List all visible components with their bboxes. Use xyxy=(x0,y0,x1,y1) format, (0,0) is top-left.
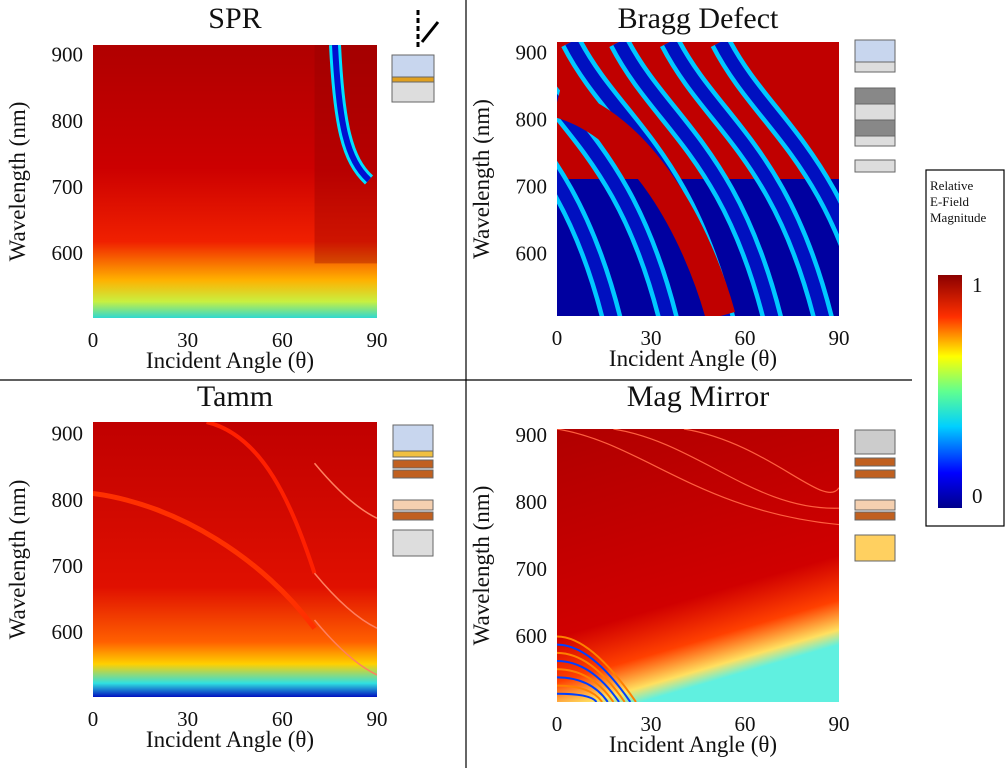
chart-title: SPR xyxy=(208,2,261,35)
heatmap-band xyxy=(557,93,674,316)
y-tick-label: 800 xyxy=(52,109,84,133)
heatmap-line xyxy=(313,572,377,629)
x-tick-label: 60 xyxy=(272,707,293,731)
y-tick-label: 700 xyxy=(52,554,84,578)
heatmap-image xyxy=(93,422,377,697)
y-tick-label: 700 xyxy=(516,557,548,581)
x-tick-label: 90 xyxy=(829,712,850,736)
colorbar-tick-label: 0 xyxy=(972,484,983,508)
y-tick-label: 800 xyxy=(516,490,548,514)
x-tick-label: 30 xyxy=(641,326,662,350)
heatmap-line xyxy=(557,684,603,702)
y-tick-label: 900 xyxy=(516,41,548,65)
y-tick-label: 900 xyxy=(52,43,84,67)
x-tick-label: 0 xyxy=(552,712,563,736)
heatmap-line xyxy=(557,643,632,702)
x-tick-label: 30 xyxy=(177,328,198,352)
heatmap-line xyxy=(313,619,377,676)
heatmap-line xyxy=(557,692,598,702)
y-tick-label: 900 xyxy=(516,423,548,447)
x-tick-label: 90 xyxy=(367,707,388,731)
heatmap-line xyxy=(683,429,839,494)
heatmap-line xyxy=(557,660,620,702)
y-axis-label: Wavelength (nm) xyxy=(5,480,30,640)
colorbar-title: Magnitude xyxy=(930,210,987,225)
heatmap-band xyxy=(332,45,372,183)
x-axis-label: Incident Angle (θ) xyxy=(609,732,777,757)
y-axis-label: Wavelength (nm) xyxy=(469,99,494,259)
heatmap xyxy=(557,42,839,316)
x-tick-label: 60 xyxy=(735,326,756,350)
x-tick-label: 0 xyxy=(88,707,99,731)
x-tick-label: 30 xyxy=(177,707,198,731)
x-tick-label: 0 xyxy=(552,326,563,350)
y-tick-label: 800 xyxy=(516,108,548,132)
x-tick-label: 0 xyxy=(88,328,99,352)
chart-title: Mag Mirror xyxy=(627,380,769,413)
y-tick-label: 600 xyxy=(516,624,548,648)
y-tick-label: 600 xyxy=(52,620,84,644)
heatmap-band xyxy=(664,42,830,316)
y-axis-label: Wavelength (nm) xyxy=(469,486,494,646)
y-tick-label: 700 xyxy=(516,175,548,199)
x-axis-label: Incident Angle (θ) xyxy=(146,727,314,752)
y-tick-label: 800 xyxy=(52,488,84,512)
heatmap-band xyxy=(206,422,317,574)
heatmap-line xyxy=(557,635,637,702)
colorbar-title: E-Field xyxy=(930,194,969,209)
heatmap-band xyxy=(93,491,317,630)
heatmap-band xyxy=(557,169,618,316)
heatmap-line xyxy=(613,429,839,509)
y-axis-label: Wavelength (nm) xyxy=(5,102,30,262)
chart-title: Tamm xyxy=(197,380,273,413)
heatmap-line xyxy=(313,462,377,519)
heatmap-image xyxy=(557,429,839,702)
x-tick-label: 90 xyxy=(829,326,850,350)
y-tick-label: 600 xyxy=(516,242,548,266)
colorbar-tick-label: 1 xyxy=(972,273,983,297)
x-tick-label: 60 xyxy=(735,712,756,736)
heatmap-line xyxy=(557,668,615,702)
heatmap-band xyxy=(613,42,779,316)
heatmap xyxy=(93,422,377,697)
heatmap-band xyxy=(557,87,736,316)
colorbar xyxy=(938,275,962,508)
y-tick-label: 700 xyxy=(52,175,84,199)
x-tick-label: 30 xyxy=(641,712,662,736)
heatmap-line xyxy=(557,676,609,702)
y-tick-label: 900 xyxy=(52,422,84,446)
heatmap xyxy=(93,45,377,318)
chart-title: Bragg Defect xyxy=(618,2,779,35)
y-tick-label: 600 xyxy=(52,241,84,265)
heatmap-image xyxy=(93,45,377,318)
x-axis-label: Incident Angle (θ) xyxy=(146,348,314,373)
colorbar-title: Relative xyxy=(930,178,974,193)
heatmap-line xyxy=(557,651,626,702)
x-axis-label: Incident Angle (θ) xyxy=(609,346,777,371)
schematic xyxy=(391,10,896,562)
heatmap-band xyxy=(714,42,839,235)
x-tick-label: 60 xyxy=(272,328,293,352)
heatmap xyxy=(557,429,839,702)
x-tick-label: 90 xyxy=(367,328,388,352)
heatmap-line xyxy=(557,429,839,526)
